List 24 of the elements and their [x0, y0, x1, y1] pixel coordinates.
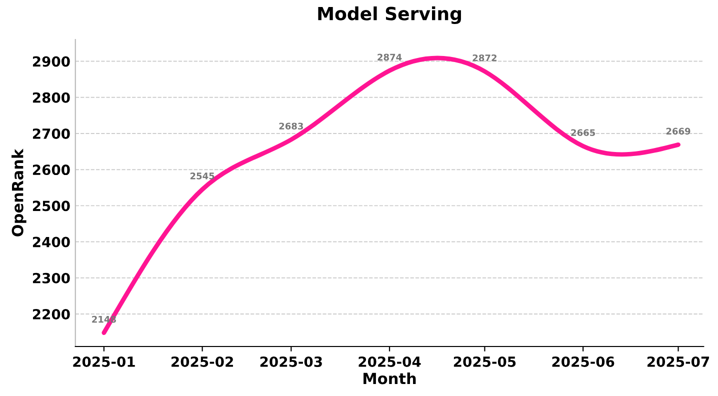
data-label: 2874 [378, 54, 402, 61]
y-tick-label: 2600 [32, 164, 70, 176]
y-tick-label: 2500 [32, 200, 70, 212]
data-label: 2683 [279, 122, 303, 130]
x-tick-label: 2025-02 [172, 356, 233, 367]
y-tick-label: 2800 [32, 92, 70, 103]
x-tick-label: 2025-05 [454, 356, 516, 367]
y-tick-label: 2400 [32, 236, 70, 248]
y-tick-label: 2300 [32, 272, 70, 284]
y-tick-label: 2700 [32, 128, 70, 139]
chart-title: Model Serving [318, 6, 461, 24]
data-label: 2669 [666, 128, 690, 135]
y-tick-label: 2200 [32, 308, 70, 320]
data-label: 2665 [571, 129, 595, 136]
x-tick-label: 2025-01 [73, 356, 135, 367]
y-tick-label: 2900 [32, 56, 70, 67]
data-label: 2872 [472, 54, 496, 62]
x-tick-label: 2025-06 [552, 356, 614, 367]
data-label: 2545 [190, 172, 214, 180]
x-axis-title: Month [364, 372, 416, 384]
x-tick-label: 2025-07 [647, 356, 710, 367]
x-tick-label: 2025-03 [260, 356, 322, 367]
y-axis-title: OpenRank [12, 148, 26, 236]
x-tick-label: 2025-04 [358, 356, 421, 367]
